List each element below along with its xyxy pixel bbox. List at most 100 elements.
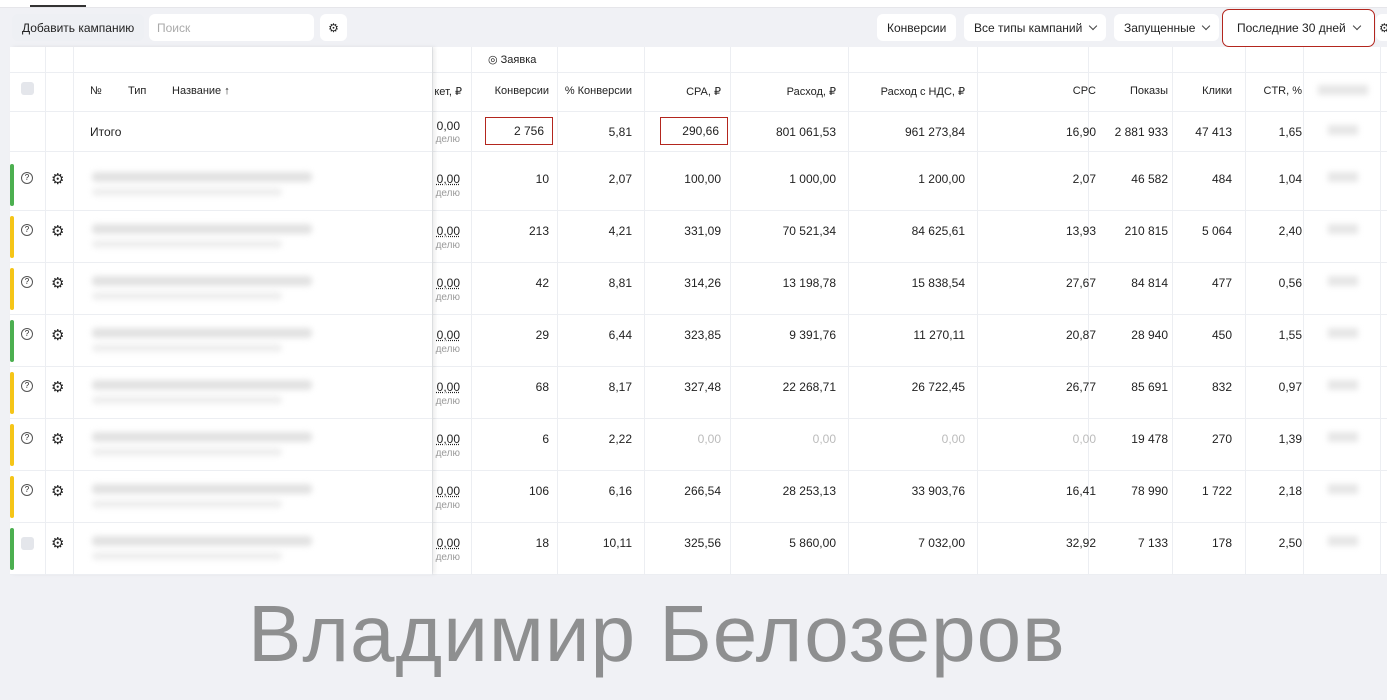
row-checkbox[interactable] [21, 537, 34, 553]
campaign-meta-blurred [92, 448, 282, 456]
row-cpc: 26,77 [1065, 380, 1096, 394]
row-budget[interactable]: 0,00 [436, 276, 460, 290]
header-spend_vat[interactable]: Расход с НДС, ₽ [880, 86, 965, 98]
column-divider [644, 47, 645, 574]
campaign-name-blurred[interactable] [92, 276, 312, 286]
row-budget[interactable]: 0,00 [436, 328, 460, 342]
row-budget[interactable]: 0,00 [436, 484, 460, 498]
campaign-types-dropdown[interactable]: Все типы кампаний [964, 14, 1107, 41]
status-dropdown[interactable]: Запущенные [1114, 14, 1220, 41]
header-clicks[interactable]: Клики [1202, 85, 1232, 97]
row-budget-sub: делю [435, 292, 460, 303]
campaign-name-blurred[interactable] [92, 172, 312, 182]
column-divider [432, 47, 433, 574]
blurred-value [1328, 224, 1358, 234]
search-input[interactable] [149, 14, 314, 41]
campaign-meta-blurred [92, 396, 282, 404]
row-clicks: 178 [1211, 536, 1232, 550]
row-budget[interactable]: 0,00 [436, 172, 460, 186]
header-cpc[interactable]: CPC [1072, 85, 1096, 97]
row-conv_pct: 4,21 [608, 224, 632, 238]
header-type[interactable]: Тип [128, 85, 147, 97]
campaign-name-blurred[interactable] [92, 328, 312, 338]
campaign-name-blurred[interactable] [92, 224, 312, 234]
header-spend[interactable]: Расход, ₽ [786, 86, 836, 98]
header-cpa[interactable]: CPA, ₽ [686, 86, 721, 98]
row-budget[interactable]: 0,00 [436, 536, 460, 550]
row-divider [10, 72, 1387, 73]
row-spend: 13 198,78 [782, 276, 836, 290]
filter-settings-button[interactable]: ⚙︎ [320, 14, 347, 41]
campaign-meta-blurred [92, 292, 282, 300]
gear-icon[interactable]: ⚙ [51, 379, 65, 396]
gear-icon[interactable]: ⚙ [51, 483, 65, 500]
campaign-name-blurred[interactable] [92, 536, 312, 546]
row-impressions: 7 133 [1137, 536, 1168, 550]
header-ctr[interactable]: CTR, % [1263, 85, 1303, 97]
header-name[interactable]: Название ↑ [172, 85, 230, 97]
blurred-value [1328, 484, 1358, 494]
header-conversions[interactable]: Конверсии [494, 85, 549, 97]
gear-icon[interactable]: ⚙ [51, 223, 65, 240]
campaign-name-blurred[interactable] [92, 484, 312, 494]
row-conv_pct: 8,81 [608, 276, 632, 290]
select-all-checkbox[interactable] [21, 82, 34, 98]
row-cpa: 327,48 [684, 380, 721, 394]
period-dropdown[interactable]: Последние 30 дней [1222, 9, 1375, 47]
row-spend_vat: 84 625,61 [911, 224, 965, 238]
row-divider [10, 522, 1387, 523]
help-icon[interactable]: ? [21, 328, 33, 340]
row-budget-sub: делю [435, 396, 460, 407]
sliders-icon: ⚙︎ [328, 20, 339, 35]
header-conv_pct[interactable]: % Конверсии [564, 85, 632, 97]
campaign-name-blurred[interactable] [92, 432, 312, 442]
row-cpa: 314,26 [684, 276, 721, 290]
header-num[interactable]: № [90, 85, 102, 97]
row-conv_pct: 6,16 [608, 484, 632, 498]
gear-icon[interactable]: ⚙ [51, 327, 65, 344]
help-icon[interactable]: ? [21, 484, 33, 496]
campaign-name-blurred[interactable] [92, 380, 312, 390]
row-clicks: 5 064 [1201, 224, 1232, 238]
row-conversions: 68 [535, 380, 549, 394]
row-cpa: 323,85 [684, 328, 721, 342]
help-icon[interactable]: ? [21, 432, 33, 444]
conversions-button[interactable]: Конверсии [877, 14, 957, 41]
total-spend_vat: 961 273,84 [904, 125, 965, 139]
row-cpc: 32,92 [1065, 536, 1096, 550]
table-settings-button[interactable]: ⚙ [1376, 14, 1387, 41]
help-icon[interactable]: ? [21, 172, 33, 184]
row-budget[interactable]: 0,00 [436, 432, 460, 446]
gear-icon[interactable]: ⚙ [51, 275, 65, 292]
row-divider [10, 210, 432, 211]
row-cpa: 325,56 [684, 536, 721, 550]
row-clicks: 450 [1211, 328, 1232, 342]
row-spend: 70 521,34 [782, 224, 836, 238]
row-divider [10, 210, 1387, 211]
row-spend: 5 860,00 [789, 536, 836, 550]
gear-icon[interactable]: ⚙ [51, 171, 65, 188]
row-clicks: 477 [1211, 276, 1232, 290]
row-clicks: 1 722 [1201, 484, 1232, 498]
add-campaign-button[interactable]: Добавить кампанию [12, 14, 145, 41]
help-icon[interactable]: ? [21, 224, 33, 236]
row-budget-sub: делю [435, 344, 460, 355]
row-spend_vat: 7 032,00 [918, 536, 965, 550]
campaign-meta-blurred [92, 552, 282, 560]
row-impressions: 84 814 [1131, 276, 1168, 290]
help-icon[interactable]: ? [21, 380, 33, 392]
column-divider [73, 47, 74, 574]
header-impressions[interactable]: Показы [1129, 85, 1168, 97]
help-icon[interactable]: ? [21, 276, 33, 288]
row-spend_vat: 15 838,54 [911, 276, 965, 290]
row-divider [10, 470, 432, 471]
gear-icon[interactable]: ⚙ [51, 535, 65, 552]
header-budget[interactable]: кет, ₽ [434, 86, 462, 98]
row-spend_vat: 26 722,45 [911, 380, 965, 394]
gear-icon[interactable]: ⚙ [51, 431, 65, 448]
row-budget[interactable]: 0,00 [436, 224, 460, 238]
row-budget[interactable]: 0,00 [436, 380, 460, 394]
campaign-meta-blurred [92, 500, 282, 508]
total-ctr: 1,65 [1278, 125, 1302, 139]
row-divider [10, 314, 432, 315]
